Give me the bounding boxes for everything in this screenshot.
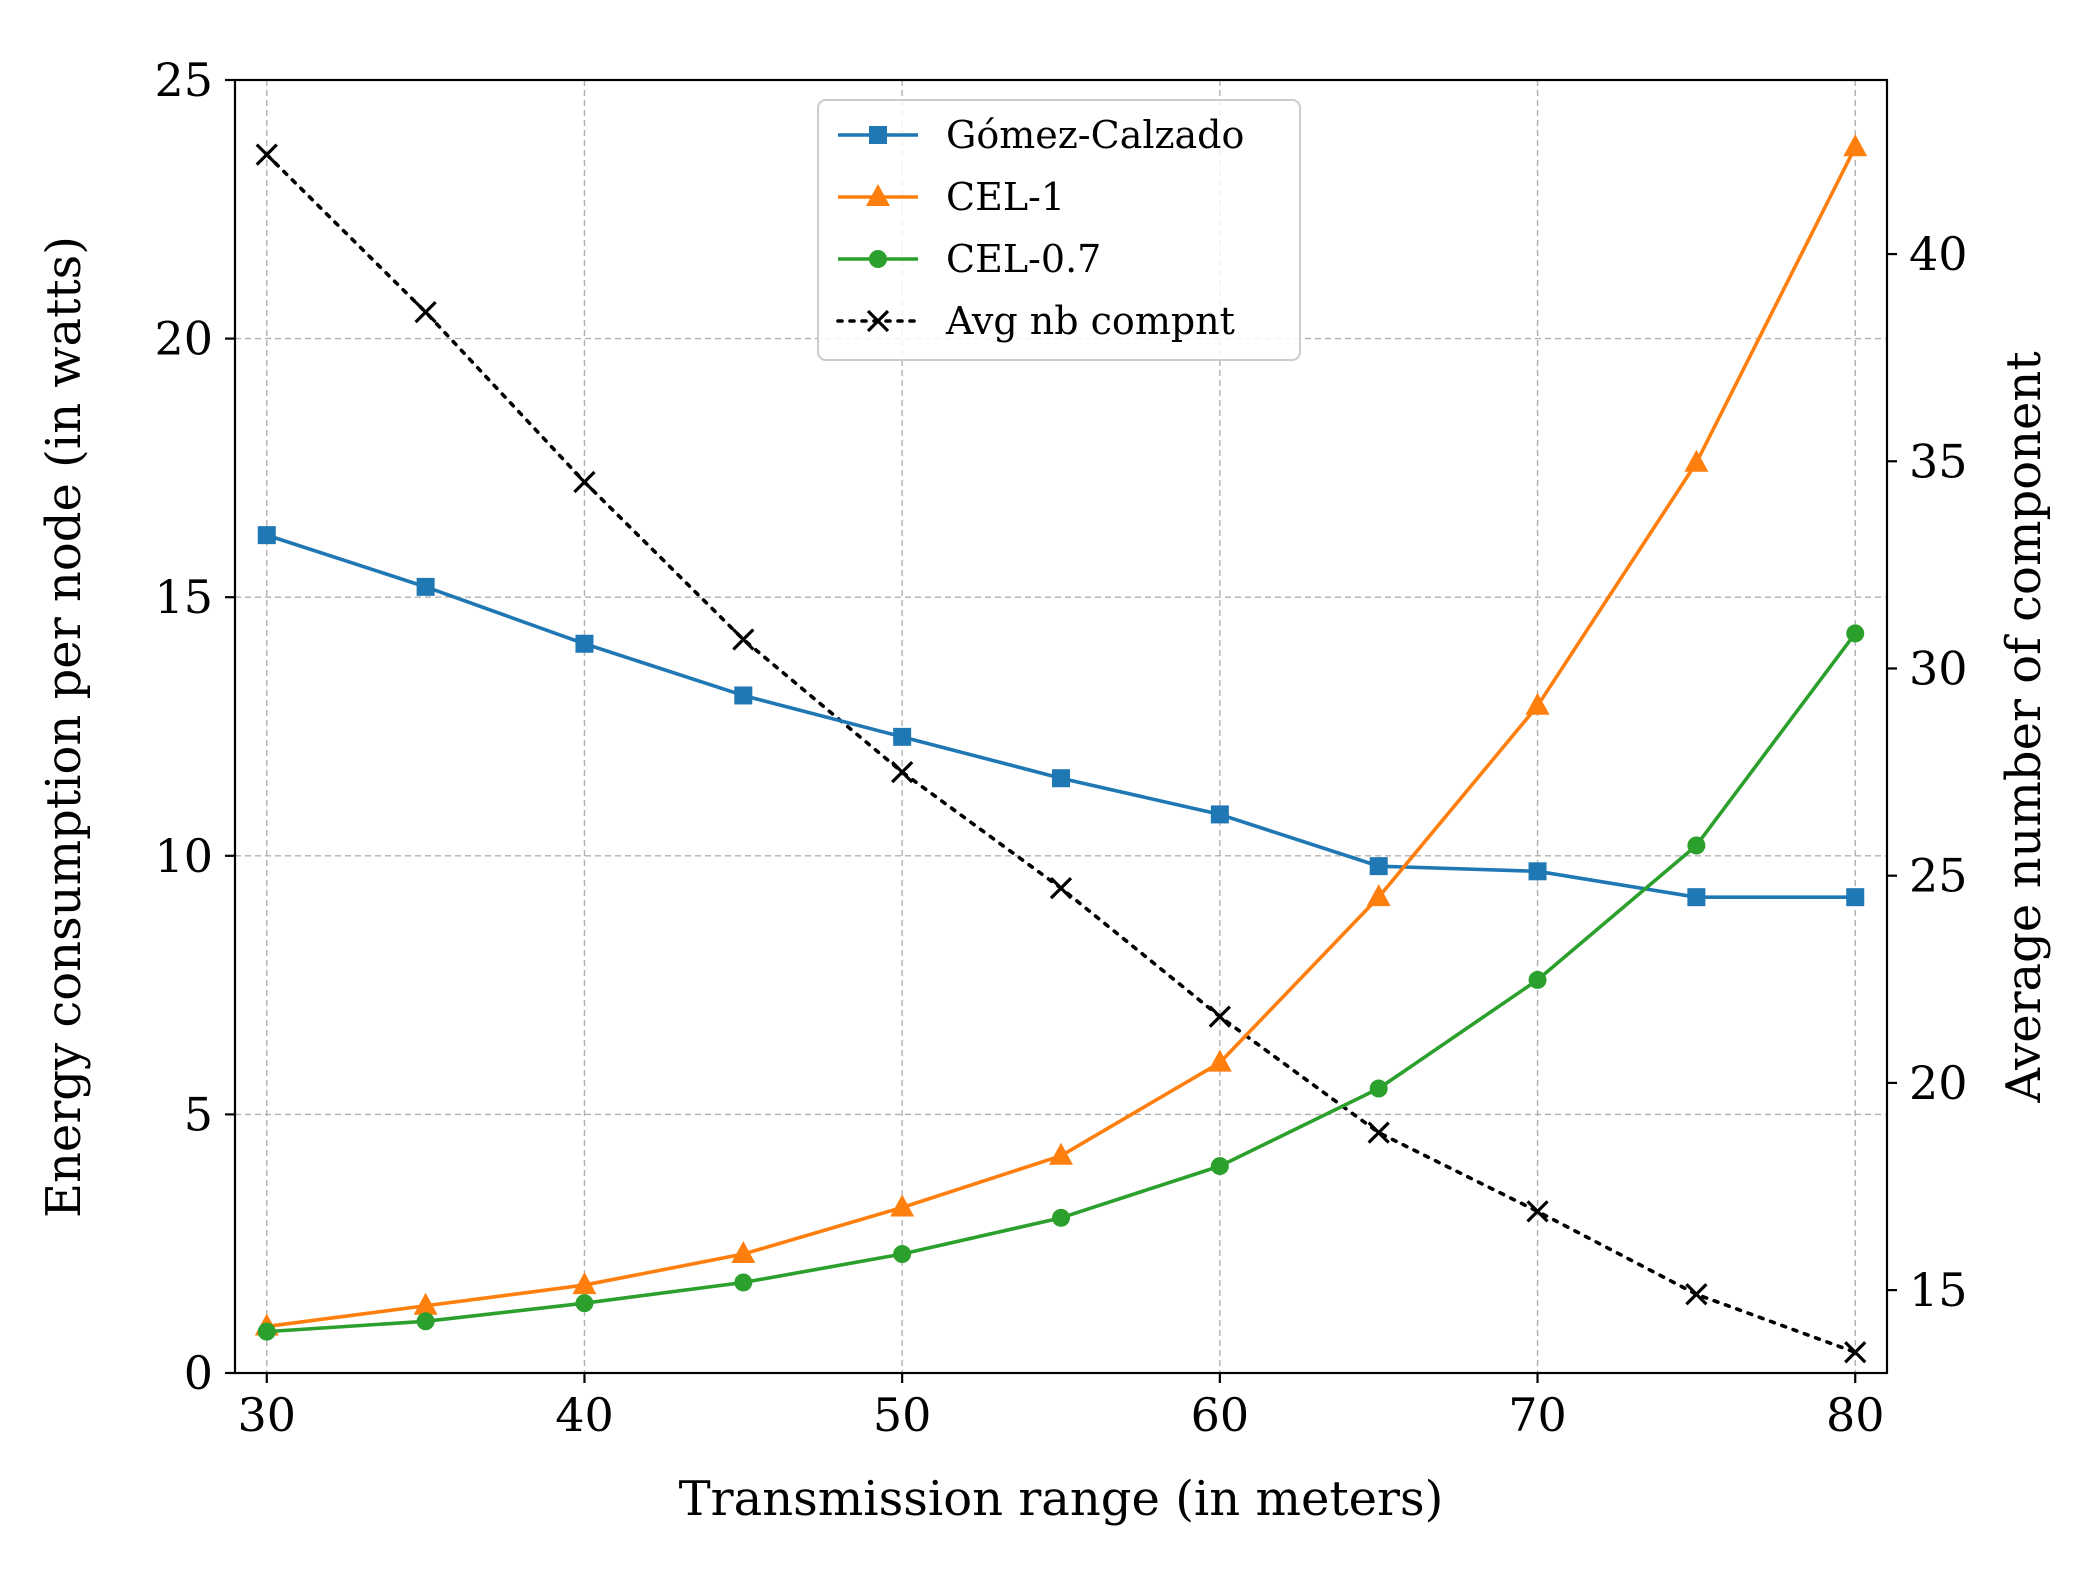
data-point: [1049, 1142, 1073, 1165]
data-point: [893, 1245, 912, 1264]
data-point: [734, 1273, 753, 1292]
ticks-layer: 30 40 50 60 70 80 0 5 10 15 20 25 15 20 25 30 35 40: [154, 53, 1967, 1442]
data-point: [1369, 857, 1388, 876]
data-point: [734, 686, 753, 705]
legend-marker: [869, 126, 887, 144]
y2-tick-label: 35: [1909, 434, 1968, 488]
data-point: [416, 1312, 435, 1331]
y-tick-label: 25: [154, 53, 213, 107]
x-tick-label: 70: [1508, 1388, 1567, 1442]
data-point: [575, 1294, 594, 1313]
data-point: [575, 634, 594, 653]
data-point: [1846, 888, 1865, 907]
data-point: [1049, 876, 1073, 900]
y2-tick-label: 40: [1909, 227, 1968, 281]
x-tick-label: 30: [237, 1388, 296, 1442]
legend-label: Gómez-Calzado: [946, 113, 1244, 157]
y-tick-label: 10: [154, 829, 213, 883]
x-axis-title: Transmission range (in meters): [679, 1471, 1444, 1527]
y2-axis-title: Average number of component: [1996, 351, 2052, 1103]
data-point: [893, 727, 912, 746]
data-point: [413, 1292, 438, 1315]
x-tick-label: 60: [1191, 1388, 1250, 1442]
legend-marker: [866, 184, 890, 206]
data-point: [1528, 970, 1547, 989]
x-tick-label: 80: [1826, 1388, 1885, 1442]
data-point: [1210, 1157, 1229, 1176]
y-tick-label: 0: [184, 1346, 213, 1400]
plot-frame: [233, 78, 1889, 1375]
data-point: [1210, 805, 1229, 824]
data-point: [890, 1194, 915, 1217]
data-point: [1366, 884, 1391, 907]
x-tick-label: 50: [873, 1388, 932, 1442]
legend-item-cel-1: CEL-1: [838, 175, 1065, 219]
legend-marker: [869, 250, 887, 268]
data-point: [1687, 888, 1706, 907]
series-layer: [254, 134, 1868, 1364]
data-point: [731, 1241, 756, 1264]
data-point: [1367, 1121, 1390, 1144]
y2-tick-label: 15: [1909, 1263, 1968, 1317]
y-tick-label: 5: [184, 1087, 213, 1141]
y-axis-title: Energy consumption per node (in watts): [36, 236, 92, 1218]
y-tick-label: 15: [154, 570, 213, 624]
legend-item-cel-0-7: CEL-0.7: [838, 237, 1101, 281]
data-point: [572, 1272, 597, 1295]
data-point: [1685, 1283, 1708, 1306]
legend-item-avg-nb-compnt: Avg nb compnt: [836, 299, 1235, 343]
series-line-cel-0-7: [266, 632, 1857, 1334]
data-point: [1208, 1005, 1231, 1028]
data-point: [1525, 692, 1550, 715]
y2-tick-label: 20: [1909, 1056, 1968, 1110]
legend-label: Avg nb compnt: [945, 299, 1235, 343]
data-point: [573, 470, 596, 494]
legend: Gómez-Calzado CEL-1 CEL-0.7 Avg nb compnt: [817, 99, 1301, 361]
data-point: [255, 143, 278, 166]
data-point: [1528, 862, 1547, 881]
legend-box: [817, 99, 1301, 361]
data-point: [1687, 836, 1706, 855]
y2-tick-label: 30: [1909, 641, 1968, 695]
data-point: [1369, 1079, 1388, 1098]
series-avg-nb-compnt: [255, 143, 1867, 1364]
data-point: [1846, 624, 1865, 643]
data-point: [257, 1322, 276, 1341]
legend-marker: [866, 309, 890, 333]
data-point: [1844, 1341, 1867, 1364]
series-line-g-mez-calzado: [266, 533, 1856, 899]
data-point: [1526, 1200, 1549, 1223]
legend-item-g-mez-calzado: Gómez-Calzado: [838, 113, 1244, 157]
data-point: [1207, 1049, 1232, 1072]
data-point: [257, 526, 276, 545]
series-cel-0-7: [257, 624, 1865, 1341]
x-tick-label: 40: [555, 1388, 614, 1442]
data-point: [1052, 769, 1070, 788]
legend-label: CEL-0.7: [946, 237, 1101, 281]
data-point: [1843, 134, 1868, 157]
data-point: [414, 300, 437, 324]
y-tick-label: 20: [154, 312, 213, 366]
data-point: [891, 760, 914, 784]
data-point: [416, 577, 435, 596]
y2-tick-label: 25: [1909, 849, 1968, 903]
series-g-mez-calzado: [257, 526, 1865, 907]
legend-label: CEL-1: [946, 175, 1065, 219]
legend-items: Gómez-Calzado CEL-1 CEL-0.7 Avg nb compnt: [836, 113, 1244, 343]
data-point: [1684, 449, 1709, 472]
data-point: [732, 628, 755, 651]
data-point: [1052, 1208, 1070, 1227]
